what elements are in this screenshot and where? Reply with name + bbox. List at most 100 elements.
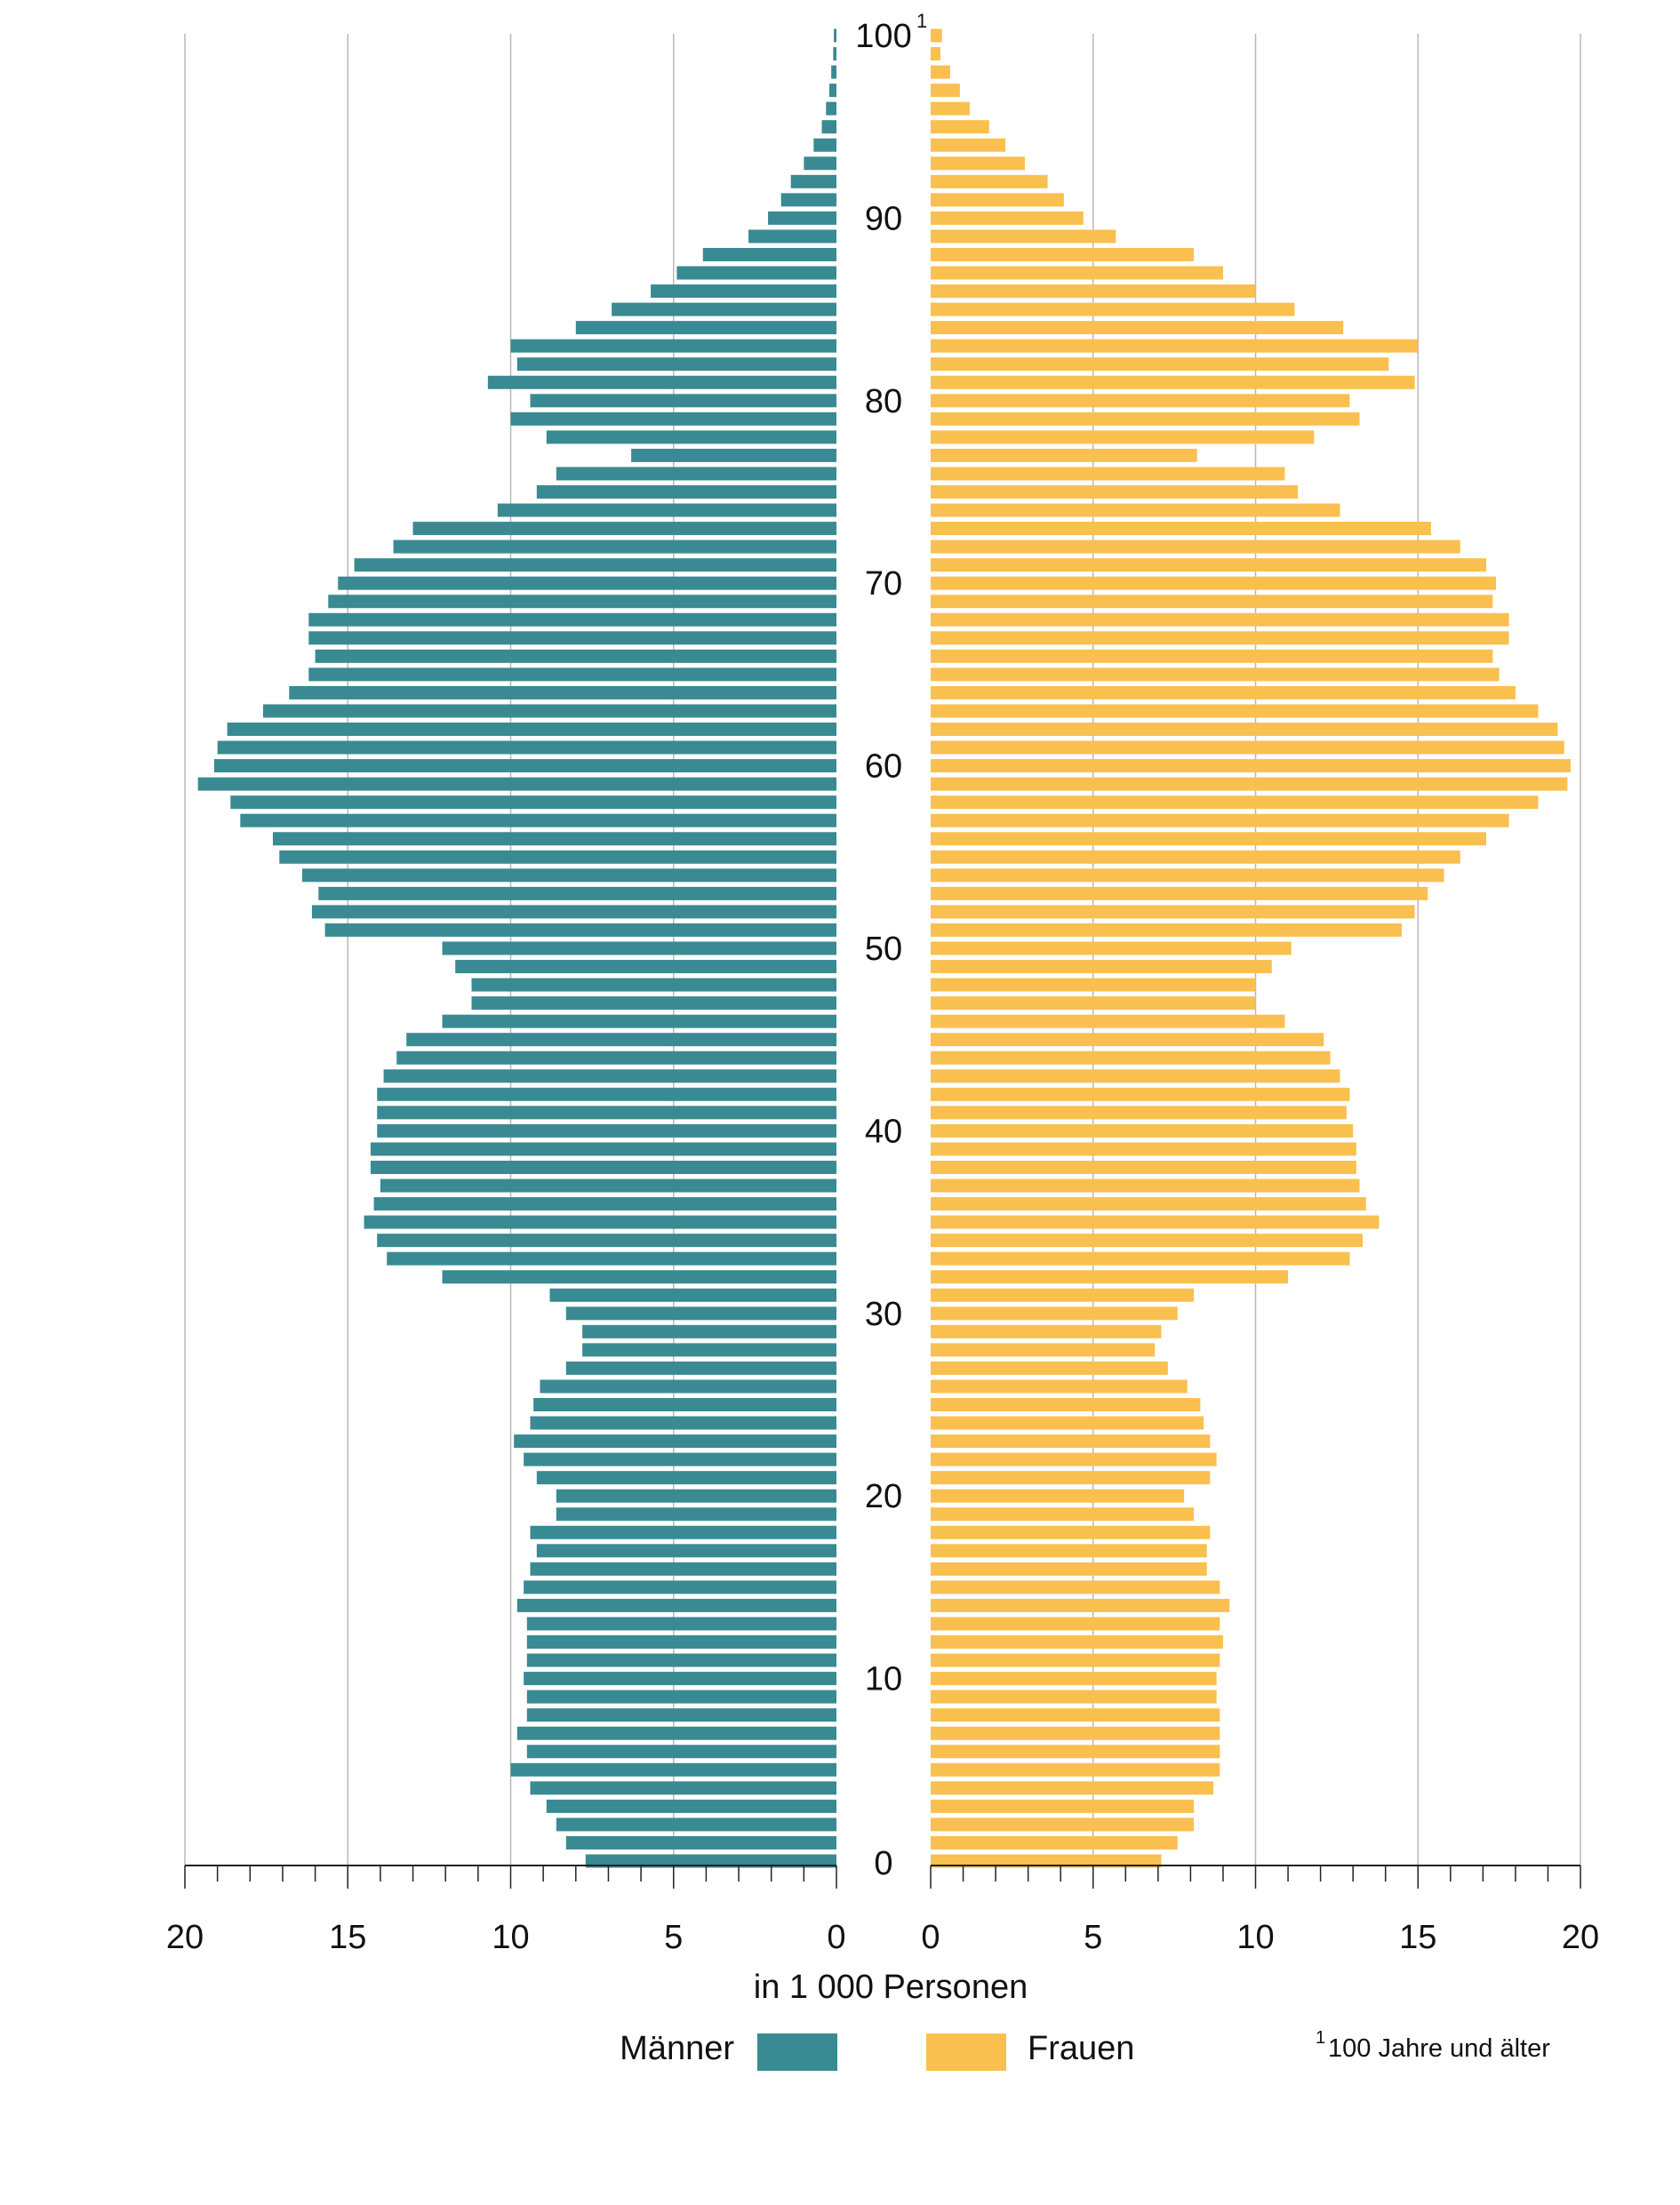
bar-maenner-age-0: [585, 1854, 836, 1868]
bar-maenner-age-36: [373, 1197, 836, 1211]
bar-maenner-age-64: [289, 685, 836, 699]
bar-frauen-age-64: [931, 685, 1516, 699]
bar-frauen-age-21: [931, 1471, 1211, 1485]
male-bars: [197, 28, 837, 1868]
age-label-60: 60: [865, 748, 902, 786]
bar-maenner-age-91: [780, 193, 836, 207]
age-label-10: 10: [865, 1661, 902, 1698]
bar-maenner-age-15: [524, 1580, 836, 1594]
bar-frauen-age-90: [931, 211, 1084, 225]
bar-frauen-age-49: [931, 960, 1272, 974]
bar-frauen-age-86: [931, 284, 1256, 299]
bar-maenner-age-2: [556, 1818, 836, 1832]
legend: Männer Frauen: [620, 2030, 1134, 2071]
bar-maenner-age-27: [565, 1361, 836, 1375]
bar-maenner-age-26: [540, 1379, 836, 1394]
bar-frauen-age-17: [931, 1544, 1207, 1558]
x-tick-label-left-20: 20: [166, 1919, 204, 1956]
bar-frauen-age-35: [931, 1215, 1380, 1229]
bar-frauen-age-4: [931, 1781, 1213, 1795]
bar-frauen-age-15: [931, 1580, 1220, 1594]
bar-frauen-age-37: [931, 1178, 1360, 1193]
bar-maenner-age-46: [442, 1014, 836, 1028]
bar-maenner-age-42: [377, 1087, 836, 1101]
bar-maenner-age-17: [536, 1544, 836, 1558]
footnote-marker: 1: [1316, 2028, 1325, 2048]
bar-maenner-age-54: [301, 868, 836, 883]
age-label-40: 40: [865, 1113, 902, 1150]
x-tick-label-right-20: 20: [1562, 1919, 1599, 1956]
bar-frauen-age-45: [931, 1033, 1324, 1047]
x-tick-label-left-15: 15: [329, 1919, 366, 1956]
bar-frauen-age-39: [931, 1142, 1356, 1156]
bar-frauen-age-33: [931, 1251, 1350, 1266]
age-label-100-superscript: 1: [916, 10, 927, 32]
bar-maenner-age-16: [530, 1562, 836, 1576]
bar-maenner-age-51: [324, 923, 837, 937]
footnote-text: 100 Jahre und älter: [1328, 2034, 1550, 2063]
age-label-90: 90: [865, 200, 902, 237]
bar-maenner-age-56: [272, 832, 837, 846]
bar-frauen-age-10: [931, 1672, 1217, 1686]
age-label-80: 80: [865, 383, 902, 420]
bar-frauen-age-60: [931, 759, 1572, 773]
bar-maenner-age-20: [556, 1489, 836, 1503]
bar-frauen-age-92: [931, 174, 1048, 188]
bar-frauen-age-41: [931, 1106, 1347, 1120]
bar-frauen-age-6: [931, 1745, 1220, 1759]
bar-maenner-age-32: [442, 1270, 836, 1284]
female-bars: [931, 28, 1572, 1868]
bar-frauen-age-9: [931, 1690, 1217, 1704]
bar-maenner-age-40: [377, 1123, 836, 1138]
bar-frauen-age-85: [931, 302, 1295, 316]
bar-maenner-age-3: [546, 1799, 836, 1813]
bar-frauen-age-26: [931, 1379, 1188, 1394]
bar-frauen-age-28: [931, 1343, 1156, 1357]
bar-frauen-age-98: [931, 65, 950, 79]
bar-maenner-age-97: [828, 84, 836, 98]
bar-frauen-age-5: [931, 1762, 1220, 1777]
age-axis-labels: 0 10 20 30 40 50 60 70 80 90 100 1: [855, 10, 927, 1882]
bar-maenner-age-59: [197, 777, 836, 791]
bar-frauen-age-50: [931, 941, 1292, 955]
bar-maenner-age-93: [804, 156, 836, 171]
age-label-70: 70: [865, 565, 902, 603]
bar-maenner-age-5: [510, 1762, 836, 1777]
bar-frauen-age-44: [931, 1051, 1331, 1065]
bar-frauen-age-55: [931, 850, 1460, 864]
bar-frauen-age-3: [931, 1799, 1195, 1813]
bar-frauen-age-79: [931, 411, 1360, 426]
bar-maenner-age-13: [526, 1617, 836, 1631]
bar-maenner-age-75: [536, 485, 836, 499]
bar-maenner-age-95: [821, 120, 836, 134]
bar-frauen-age-24: [931, 1416, 1204, 1430]
bar-frauen-age-75: [931, 485, 1299, 499]
bar-frauen-age-87: [931, 266, 1223, 280]
legend-label-maenner: Männer: [620, 2030, 734, 2067]
bar-frauen-age-72: [931, 539, 1460, 554]
bar-frauen-age-36: [931, 1197, 1366, 1211]
bar-maenner-age-74: [497, 503, 836, 517]
bar-maenner-age-57: [240, 813, 836, 827]
bar-frauen-age-30: [931, 1306, 1178, 1321]
bar-maenner-age-33: [387, 1251, 836, 1266]
bar-maenner-age-44: [396, 1051, 836, 1065]
bar-maenner-age-78: [546, 430, 836, 444]
bar-maenner-age-80: [530, 394, 836, 408]
bar-frauen-age-23: [931, 1434, 1211, 1449]
bar-frauen-age-34: [931, 1234, 1364, 1248]
bar-maenner-age-30: [565, 1306, 836, 1321]
bar-frauen-age-8: [931, 1708, 1220, 1722]
bar-frauen-age-1: [931, 1835, 1178, 1849]
bar-frauen-age-47: [931, 996, 1256, 1011]
bar-frauen-age-54: [931, 868, 1444, 883]
bar-maenner-age-92: [790, 174, 836, 188]
bar-maenner-age-34: [377, 1234, 836, 1248]
bar-frauen-age-58: [931, 795, 1539, 810]
bar-frauen-age-16: [931, 1562, 1207, 1576]
x-axis-title: in 1 000 Personen: [754, 1969, 1028, 2006]
bar-frauen-age-76: [931, 467, 1285, 481]
bar-maenner-age-60: [213, 759, 837, 773]
bar-frauen-age-43: [931, 1069, 1340, 1083]
bar-frauen-age-48: [931, 978, 1256, 992]
